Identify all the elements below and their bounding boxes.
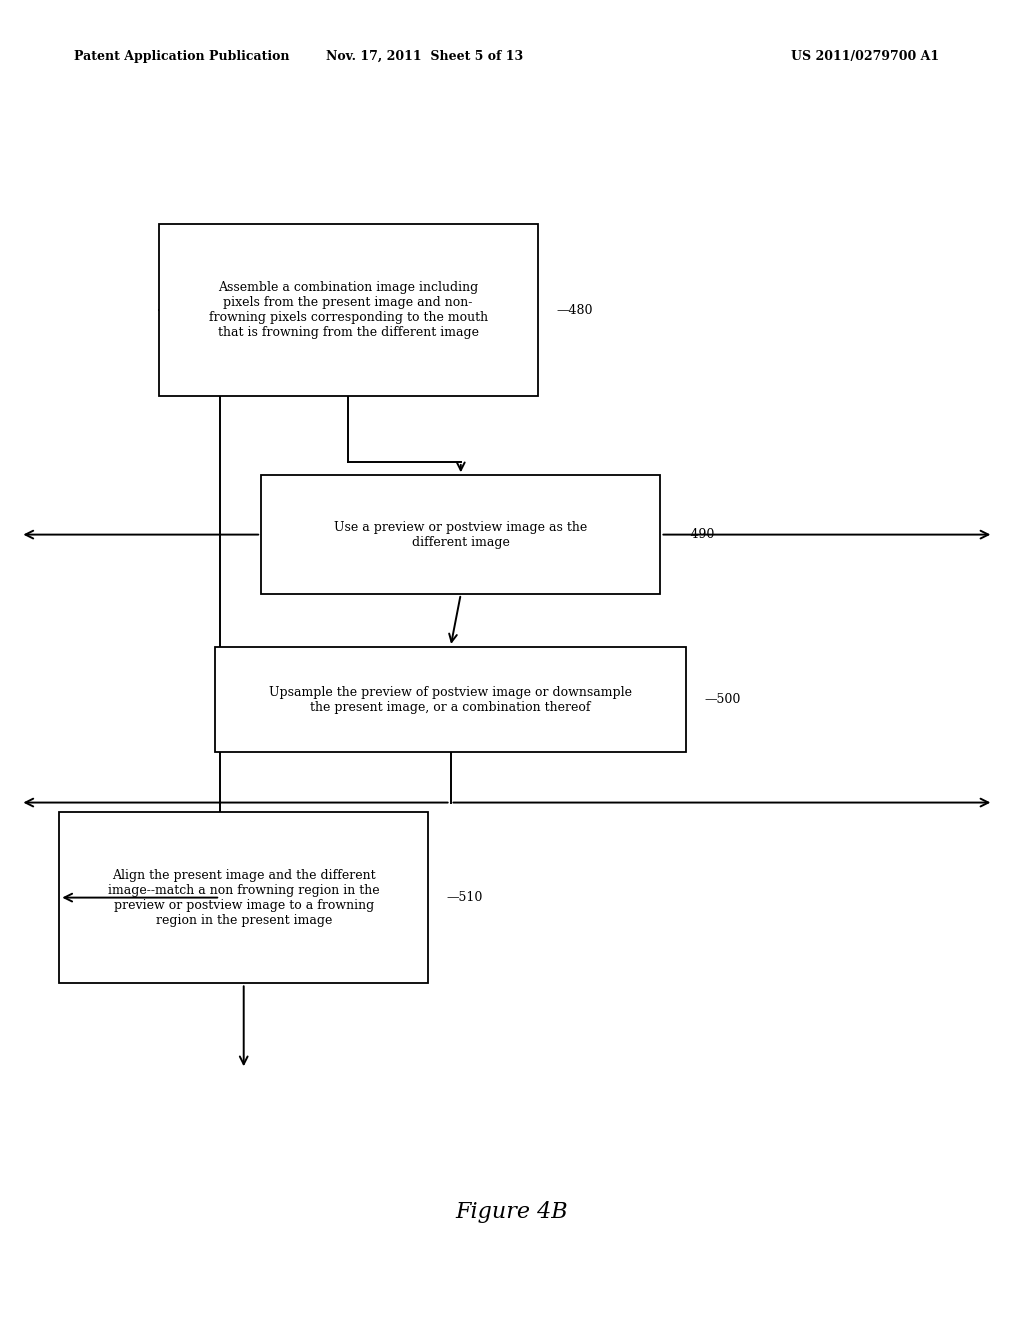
FancyBboxPatch shape [159, 224, 538, 396]
Text: Nov. 17, 2011  Sheet 5 of 13: Nov. 17, 2011 Sheet 5 of 13 [327, 50, 523, 63]
Text: Figure 4B: Figure 4B [456, 1201, 568, 1222]
Text: —500: —500 [705, 693, 741, 706]
FancyBboxPatch shape [261, 475, 660, 594]
Text: Patent Application Publication: Patent Application Publication [74, 50, 289, 63]
Text: Assemble a combination image including
pixels from the present image and non-
fr: Assemble a combination image including p… [209, 281, 487, 339]
Text: —510: —510 [446, 891, 483, 904]
Text: Use a preview or postview image as the
different image: Use a preview or postview image as the d… [334, 520, 588, 549]
Text: —480: —480 [556, 304, 593, 317]
Text: Upsample the preview of postview image or downsample
the present image, or a com: Upsample the preview of postview image o… [269, 685, 632, 714]
Text: US 2011/0279700 A1: US 2011/0279700 A1 [792, 50, 939, 63]
Text: Align the present image and the different
image--match a non frowning region in : Align the present image and the differen… [108, 869, 380, 927]
Text: —490: —490 [679, 528, 716, 541]
FancyBboxPatch shape [59, 812, 428, 983]
FancyBboxPatch shape [215, 647, 686, 752]
